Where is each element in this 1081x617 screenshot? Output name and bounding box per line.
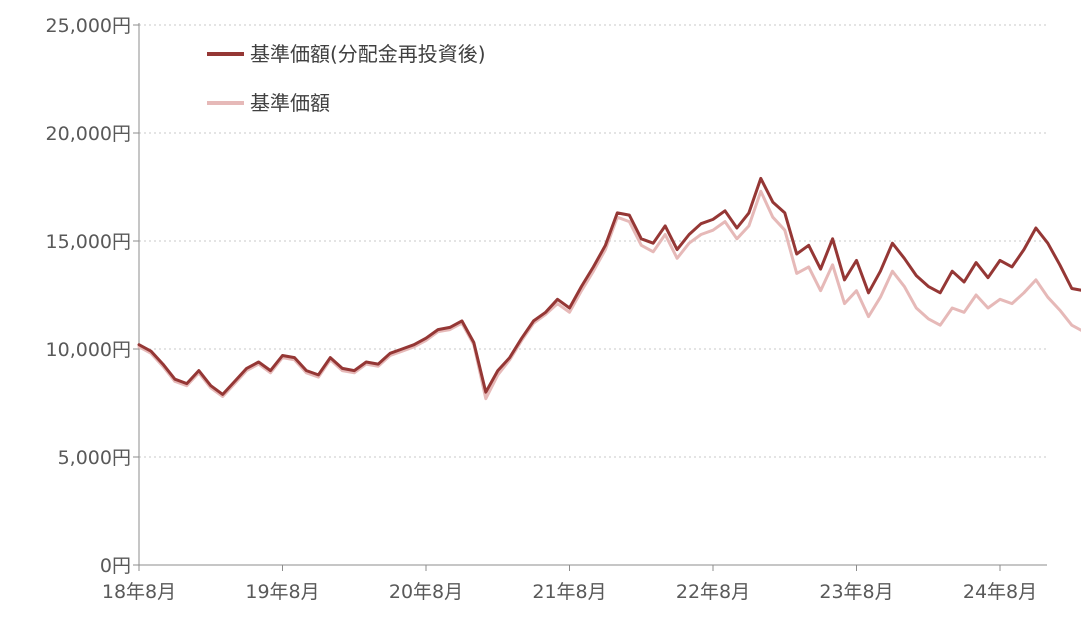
- series-line-nav: [137, 189, 1081, 401]
- axes: [138, 23, 1047, 566]
- y-tick-label: 15,000円: [46, 231, 131, 253]
- x-tick-label: 19年8月: [245, 581, 319, 603]
- legend: 基準価額(分配金再投資後) 基準価額: [207, 42, 486, 115]
- legend-label-reinvested: 基準価額(分配金再投資後): [250, 42, 486, 66]
- y-tick-label: 25,000円: [46, 15, 131, 37]
- x-tick-label: 22年8月: [676, 581, 750, 603]
- x-tick-label: 24年8月: [963, 581, 1037, 603]
- y-tick-label: 10,000円: [46, 339, 131, 361]
- x-axis-ticks: 18年8月 19年8月 20年8月 21年8月 22年8月 23年8月 24年8月: [102, 565, 1037, 603]
- x-tick-label: 20年8月: [389, 581, 463, 603]
- y-tick-label: 20,000円: [46, 123, 131, 145]
- y-axis-ticks: 0円 5,000円 10,000円 15,000円 20,000円 25,000円: [46, 15, 139, 577]
- gridlines: [139, 24, 1047, 458]
- x-tick-label: 23年8月: [819, 581, 893, 603]
- y-tick-label: 0円: [100, 555, 131, 577]
- series-lines: [137, 176, 1081, 401]
- y-tick-label: 5,000円: [58, 447, 131, 469]
- legend-label-nav: 基準価額: [250, 91, 330, 115]
- series-line-reinvested: [137, 176, 1081, 396]
- x-tick-label: 21年8月: [532, 581, 606, 603]
- x-tick-label: 18年8月: [102, 581, 176, 603]
